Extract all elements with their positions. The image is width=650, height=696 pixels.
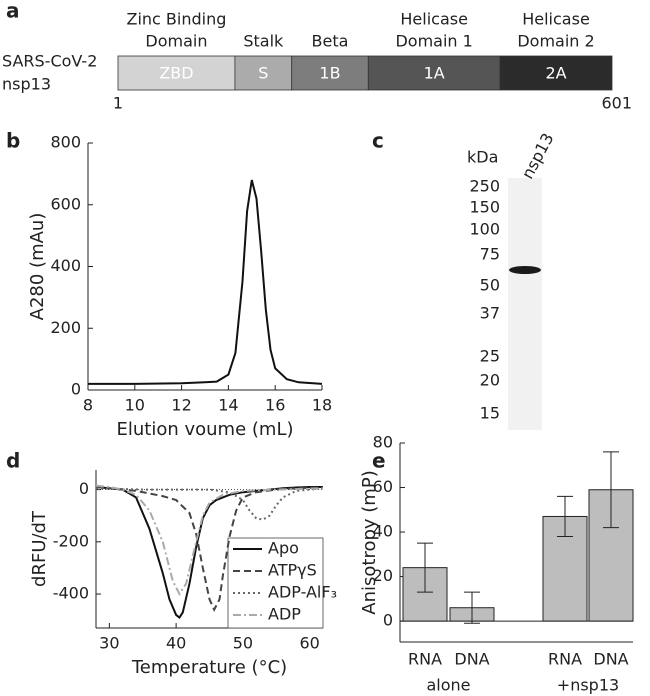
legend-box [227, 537, 324, 629]
panel-label: c [372, 129, 384, 153]
marker-label: 50 [480, 276, 500, 295]
data-line [95, 484, 324, 597]
legend-label: Apo [268, 539, 299, 558]
marker-label: 20 [480, 371, 500, 390]
error-bar [464, 591, 480, 624]
x-tick-label: 12 [171, 396, 191, 415]
domain-name: Helicase [522, 10, 590, 29]
legend-label: ADP [268, 605, 301, 624]
marker-label: 15 [480, 404, 500, 423]
y-tick-label: 0 [71, 380, 81, 399]
y-tick-label: -400 [53, 584, 89, 603]
x-tick-label: 18 [312, 396, 332, 415]
marker-label: 25 [480, 347, 500, 366]
panel-label: b [6, 129, 20, 153]
domain-label: 1A [424, 64, 445, 83]
domain-name: Domain 2 [517, 32, 594, 51]
domain-name: Helicase [400, 10, 468, 29]
domain-name: Domain 1 [395, 32, 472, 51]
legend-label: ADP-AlF₃ [268, 583, 337, 602]
marker-label: 37 [480, 304, 500, 323]
y-tick-label: 0 [383, 611, 393, 630]
panel-label: d [6, 449, 20, 473]
marker-label: 75 [480, 245, 500, 264]
y-axis-label: dRFU/dT [29, 510, 50, 587]
error-bar [557, 495, 573, 537]
y-tick-label: 0 [79, 479, 89, 498]
domain [291, 55, 369, 91]
marker-label: 250 [469, 177, 500, 196]
x-tick-label: 60 [299, 634, 319, 653]
domain-name: Domain [145, 32, 207, 51]
x-tick-label: DNA [454, 650, 489, 669]
domain [367, 55, 501, 91]
x-tick-label: 30 [99, 634, 119, 653]
x-tick-label: 14 [218, 396, 238, 415]
legend-label: ATPγS [268, 561, 317, 580]
domain-name: Zinc Binding [127, 10, 227, 29]
x-tick-label: 40 [166, 634, 186, 653]
x-tick-label: 8 [83, 396, 93, 415]
gel-band [509, 266, 541, 274]
x-tick-label: RNA [548, 650, 582, 669]
domain [499, 55, 613, 91]
gel-unit: kDa [467, 148, 498, 167]
y-tick-label: 400 [50, 256, 81, 275]
y-tick-label: 80 [373, 433, 393, 452]
group-label: +nsp13 [557, 676, 619, 695]
y-tick-label: 800 [50, 133, 81, 152]
y-axis-label: A280 (mAu) [27, 213, 48, 321]
data-line [88, 179, 323, 385]
group-label: alone [426, 676, 470, 695]
gel-lane [508, 178, 542, 430]
error-bar [417, 542, 433, 593]
domain-label: S [258, 64, 268, 83]
x-axis-label: Elution voume (mL) [117, 419, 294, 440]
residue-start: 1 [113, 94, 123, 113]
domain-label: ZBD [159, 64, 193, 83]
y-axis-label: Anisotropy (mP) [359, 470, 380, 614]
y-tick-label: 60 [373, 477, 393, 496]
panel-label: e [372, 449, 386, 473]
x-tick-label: 16 [265, 396, 285, 415]
marker-label: 100 [469, 220, 500, 239]
x-tick-label: DNA [593, 650, 628, 669]
protein-name: SARS-CoV-2 [2, 52, 97, 71]
x-tick-label: 10 [125, 396, 145, 415]
domain [234, 55, 293, 91]
x-axis-label: Temperature (°C) [131, 657, 287, 678]
domain-name: Stalk [243, 32, 284, 51]
marker-label: 150 [469, 198, 500, 217]
x-tick-label: RNA [408, 650, 442, 669]
domain-label: 2A [545, 64, 566, 83]
domain [117, 55, 236, 91]
panel-label: a [6, 0, 20, 23]
data-line [95, 487, 324, 521]
data-line [95, 485, 324, 613]
y-tick-label: 40 [373, 522, 393, 541]
error-bar [603, 451, 619, 529]
y-tick-label: 20 [373, 566, 393, 585]
domain-label: 1B [319, 64, 340, 83]
y-tick-label: 600 [50, 194, 81, 213]
y-tick-label: -200 [53, 531, 89, 550]
x-tick-label: 50 [233, 634, 253, 653]
residue-end: 601 [601, 94, 632, 113]
lane-label: nsp13 [518, 130, 558, 182]
domain-name: Beta [312, 32, 349, 51]
protein-name: nsp13 [2, 75, 51, 94]
y-tick-label: 200 [50, 318, 81, 337]
